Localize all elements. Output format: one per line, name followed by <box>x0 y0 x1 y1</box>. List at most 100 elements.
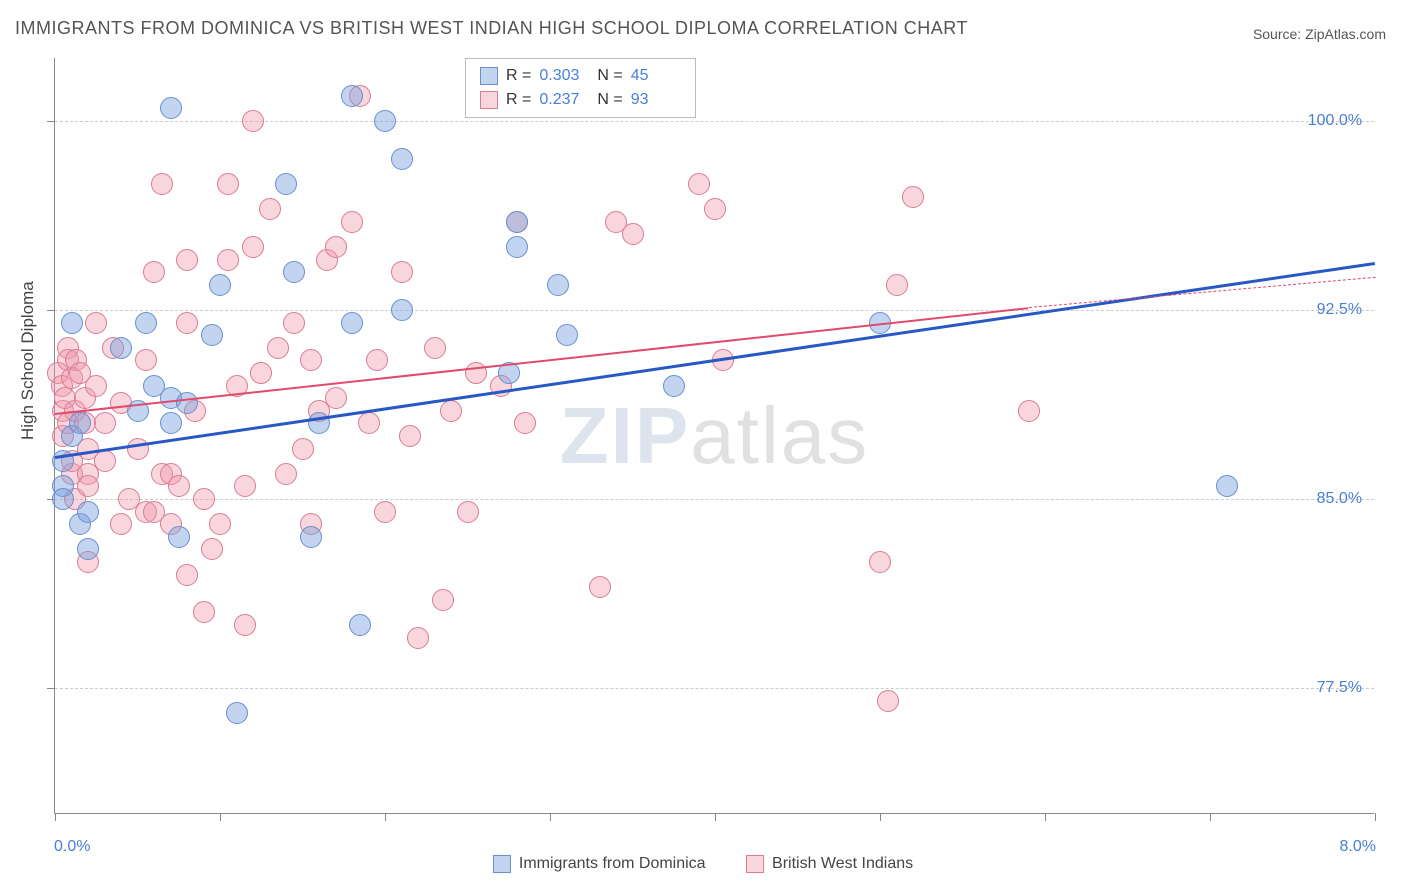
scatter-point <box>193 601 215 623</box>
scatter-point <box>349 614 371 636</box>
scatter-point <box>94 412 116 434</box>
scatter-point <box>391 261 413 283</box>
scatter-point <box>283 261 305 283</box>
scatter-point <box>704 198 726 220</box>
n-value: 45 <box>631 64 681 88</box>
y-tick-label: 100.0% <box>1308 112 1362 130</box>
stats-row: R = 0.237 N = 93 <box>480 88 681 112</box>
scatter-point <box>193 488 215 510</box>
gridline <box>55 499 1374 500</box>
legend-swatch-pink <box>480 91 498 109</box>
scatter-point <box>341 85 363 107</box>
chart-plot-area: ZIPatlas R = 0.303 N = 45 R = 0.237 N = … <box>54 58 1374 814</box>
x-tick-mark <box>1045 813 1046 821</box>
scatter-point <box>275 463 297 485</box>
scatter-point <box>201 324 223 346</box>
scatter-point <box>300 349 322 371</box>
scatter-point <box>217 249 239 271</box>
x-tick-mark <box>880 813 881 821</box>
scatter-point <box>432 589 454 611</box>
scatter-point <box>77 501 99 523</box>
r-label: R = <box>506 88 531 112</box>
scatter-point <box>77 538 99 560</box>
legend-swatch-blue <box>493 855 511 873</box>
scatter-point <box>176 392 198 414</box>
scatter-point <box>283 312 305 334</box>
x-tick-mark <box>1375 813 1376 821</box>
scatter-point <box>399 425 421 447</box>
scatter-point <box>176 249 198 271</box>
n-value: 93 <box>631 88 681 112</box>
scatter-point <box>457 501 479 523</box>
scatter-point <box>275 173 297 195</box>
x-tick-mark <box>55 813 56 821</box>
watermark-suffix: atlas <box>690 391 869 480</box>
scatter-point <box>135 349 157 371</box>
scatter-point <box>234 614 256 636</box>
scatter-point <box>440 400 462 422</box>
scatter-point <box>242 236 264 258</box>
legend-swatch-pink <box>746 855 764 873</box>
scatter-point <box>226 702 248 724</box>
scatter-point <box>391 148 413 170</box>
scatter-point <box>85 375 107 397</box>
r-label: R = <box>506 64 531 88</box>
scatter-point <box>127 438 149 460</box>
scatter-point <box>902 186 924 208</box>
scatter-point <box>547 274 569 296</box>
scatter-point <box>514 412 536 434</box>
y-tick-mark <box>47 310 55 311</box>
scatter-point <box>374 110 396 132</box>
stats-row: R = 0.303 N = 45 <box>480 64 681 88</box>
bottom-legend: Immigrants from Dominica British West In… <box>0 855 1406 878</box>
watermark: ZIPatlas <box>560 390 869 482</box>
scatter-point <box>424 337 446 359</box>
x-tick-mark <box>1210 813 1211 821</box>
scatter-point <box>160 412 182 434</box>
x-axis-max-label: 8.0% <box>1340 838 1376 856</box>
scatter-point <box>556 324 578 346</box>
x-tick-mark <box>550 813 551 821</box>
stats-legend: R = 0.303 N = 45 R = 0.237 N = 93 <box>465 58 696 118</box>
scatter-point <box>201 538 223 560</box>
gridline <box>55 688 1374 689</box>
scatter-point <box>135 312 157 334</box>
scatter-point <box>151 173 173 195</box>
y-tick-label: 77.5% <box>1317 679 1362 697</box>
scatter-point <box>391 299 413 321</box>
scatter-point <box>168 526 190 548</box>
trend-line <box>55 262 1375 459</box>
chart-title: IMMIGRANTS FROM DOMINICA VS BRITISH WEST… <box>15 18 968 39</box>
scatter-point <box>52 488 74 510</box>
scatter-point <box>622 223 644 245</box>
scatter-point <box>209 274 231 296</box>
scatter-point <box>110 337 132 359</box>
scatter-point <box>110 513 132 535</box>
scatter-point <box>94 450 116 472</box>
scatter-point <box>506 211 528 233</box>
scatter-point <box>374 501 396 523</box>
scatter-point <box>869 551 891 573</box>
source-credit: Source: ZipAtlas.com <box>1253 26 1386 42</box>
watermark-prefix: ZIP <box>560 391 690 480</box>
r-value: 0.303 <box>539 64 589 88</box>
scatter-point <box>176 564 198 586</box>
scatter-point <box>300 526 322 548</box>
scatter-point <box>61 312 83 334</box>
scatter-point <box>160 97 182 119</box>
scatter-point <box>209 513 231 535</box>
scatter-point <box>292 438 314 460</box>
scatter-point <box>85 312 107 334</box>
scatter-point <box>589 576 611 598</box>
x-tick-mark <box>220 813 221 821</box>
scatter-point <box>242 110 264 132</box>
scatter-point <box>325 387 347 409</box>
scatter-point <box>234 475 256 497</box>
scatter-point <box>886 274 908 296</box>
scatter-point <box>688 173 710 195</box>
scatter-point <box>250 362 272 384</box>
scatter-point <box>259 198 281 220</box>
scatter-point <box>465 362 487 384</box>
scatter-point <box>325 236 347 258</box>
scatter-point <box>267 337 289 359</box>
